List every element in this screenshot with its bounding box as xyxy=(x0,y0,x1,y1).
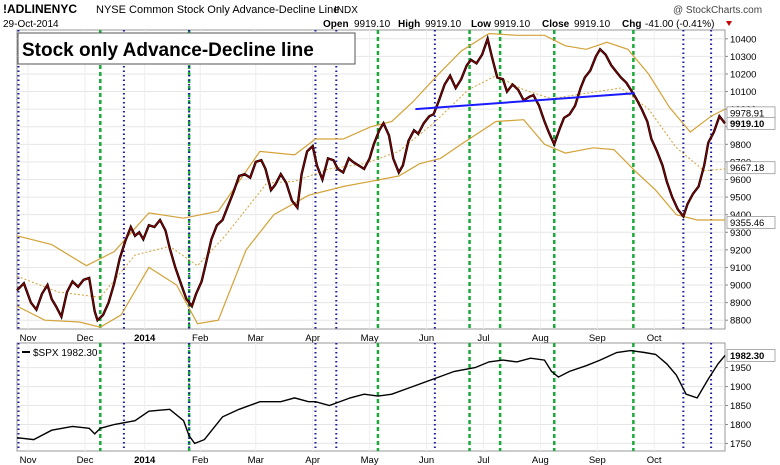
spx-x-label: Apr xyxy=(305,455,320,465)
main-series xyxy=(16,34,726,323)
spx-value-label: 1982.30 xyxy=(730,351,764,362)
spx-series xyxy=(16,349,726,445)
spx-y-tick-label: 1800 xyxy=(730,420,751,431)
open-label: Open xyxy=(323,19,349,30)
main-value-box xyxy=(726,216,776,229)
main-x-label: Feb xyxy=(192,333,208,344)
spx-y-tick-label: 1850 xyxy=(730,401,751,412)
main-markers xyxy=(17,30,713,329)
main-x-label: Sep xyxy=(589,333,606,344)
down-arrow-icon xyxy=(726,21,732,26)
main-y-tick-label: 9800 xyxy=(730,140,751,151)
spx-x-label: Aug xyxy=(532,455,549,465)
spx-x-label: 2014 xyxy=(134,455,156,465)
ad-line xyxy=(16,36,726,322)
lower-band-line xyxy=(16,119,725,328)
high-label: High xyxy=(398,19,420,30)
main-y-tick-label: 10300 xyxy=(730,52,756,63)
spx-y-tick-label: 1950 xyxy=(730,363,751,374)
spx-x-label: Jun xyxy=(419,455,434,465)
main-x-label: Oct xyxy=(647,333,662,344)
main-y-axis: 1040010300102001010010000990098009700960… xyxy=(725,34,756,327)
main-y-tick-label: 8800 xyxy=(730,316,751,327)
spx-panel xyxy=(16,342,726,452)
main-gridlines xyxy=(17,30,725,329)
watermark: @ StockCharts.com xyxy=(673,5,762,16)
annotation-text: Stock only Advance-Decline line xyxy=(22,40,314,61)
low-label: Low xyxy=(471,19,491,30)
trendline xyxy=(415,92,635,111)
description-label: NYSE Common Stock Only Advance-Decline L… xyxy=(96,4,339,16)
date-label: 29-Oct-2014 xyxy=(3,19,59,30)
upper-band-line xyxy=(16,32,726,267)
main-x-axis: Nov Dec 2014 Feb Mar Apr May Jun Jul Aug Sep Oct xyxy=(20,333,662,344)
main-x-label: Jun xyxy=(419,333,434,344)
main-y-tick-label: 9100 xyxy=(730,263,751,274)
spx-x-axis: Nov Dec 2014 Feb Mar Apr May Jun Jul Aug Sep Oct xyxy=(20,455,662,465)
main-x-label: Apr xyxy=(305,333,320,344)
main-x-label: 2014 xyxy=(134,333,156,344)
main-x-label: Mar xyxy=(248,333,264,344)
main-x-label: Dec xyxy=(77,333,94,344)
middle-band-line xyxy=(16,75,726,298)
main-value-label: 9919.10 xyxy=(730,119,764,130)
main-x-label: Aug xyxy=(532,333,549,344)
main-x-label: May xyxy=(361,333,379,344)
bollinger-bands xyxy=(16,32,726,328)
spx-x-label: Jul xyxy=(477,455,489,465)
spx-value-labels: 1982.30 xyxy=(726,348,776,362)
main-value-label: 9978.91 xyxy=(730,108,764,119)
main-value-label: 9355.46 xyxy=(730,218,764,229)
main-y-tick-label: 9000 xyxy=(730,281,751,292)
chg-value: -41.00 (-0.41%) xyxy=(645,19,714,30)
high-value: 9919.10 xyxy=(425,19,462,30)
spx-gridlines xyxy=(17,343,725,451)
main-x-label: Jul xyxy=(477,333,489,344)
close-value: 9919.10 xyxy=(574,19,611,30)
main-y-tick-label: 10100 xyxy=(730,87,756,98)
close-label: Close xyxy=(542,19,570,30)
spx-x-label: Sep xyxy=(589,455,606,465)
symbol-label: !ADLINENYC xyxy=(3,2,77,16)
spx-markers xyxy=(17,343,713,451)
main-y-tick-label: 8900 xyxy=(730,298,751,309)
spx-x-label: Dec xyxy=(77,455,94,465)
main-y-tick-label: 9600 xyxy=(730,175,751,186)
spx-x-label: Oct xyxy=(647,455,662,465)
main-value-box xyxy=(726,116,776,130)
main-y-tick-label: 9400 xyxy=(730,210,751,221)
main-y-tick-label: 9500 xyxy=(730,193,751,204)
spx-legend-label: $SPX 1982.30 xyxy=(33,348,98,359)
annotation-box xyxy=(17,32,356,65)
main-y-tick-label: 10200 xyxy=(730,69,756,80)
spx-y-tick-label: 1900 xyxy=(730,382,751,393)
spx-x-label: Feb xyxy=(192,455,208,465)
open-value: 9919.10 xyxy=(354,19,391,30)
main-value-box xyxy=(726,161,776,175)
spx-x-label: Nov xyxy=(20,455,37,465)
spx-value-box xyxy=(726,348,776,362)
main-y-tick-label: 9200 xyxy=(730,245,751,256)
spx-y-tick-label: 1750 xyxy=(730,439,751,450)
spx-y-axis: 1950 1900 1850 1800 1750 xyxy=(725,363,751,450)
main-value-label: 9667.18 xyxy=(730,163,764,174)
exchange-label: INDX xyxy=(334,5,358,16)
main-x-label: Nov xyxy=(20,333,37,344)
spx-line xyxy=(16,349,726,445)
spx-x-label: Mar xyxy=(248,455,264,465)
low-value: 9919.10 xyxy=(494,19,531,30)
main-y-tick-label: 10400 xyxy=(730,34,756,45)
main-y-tick-label: 9300 xyxy=(730,228,751,239)
spx-x-label: May xyxy=(361,455,379,465)
chg-label: Chg xyxy=(622,19,641,30)
